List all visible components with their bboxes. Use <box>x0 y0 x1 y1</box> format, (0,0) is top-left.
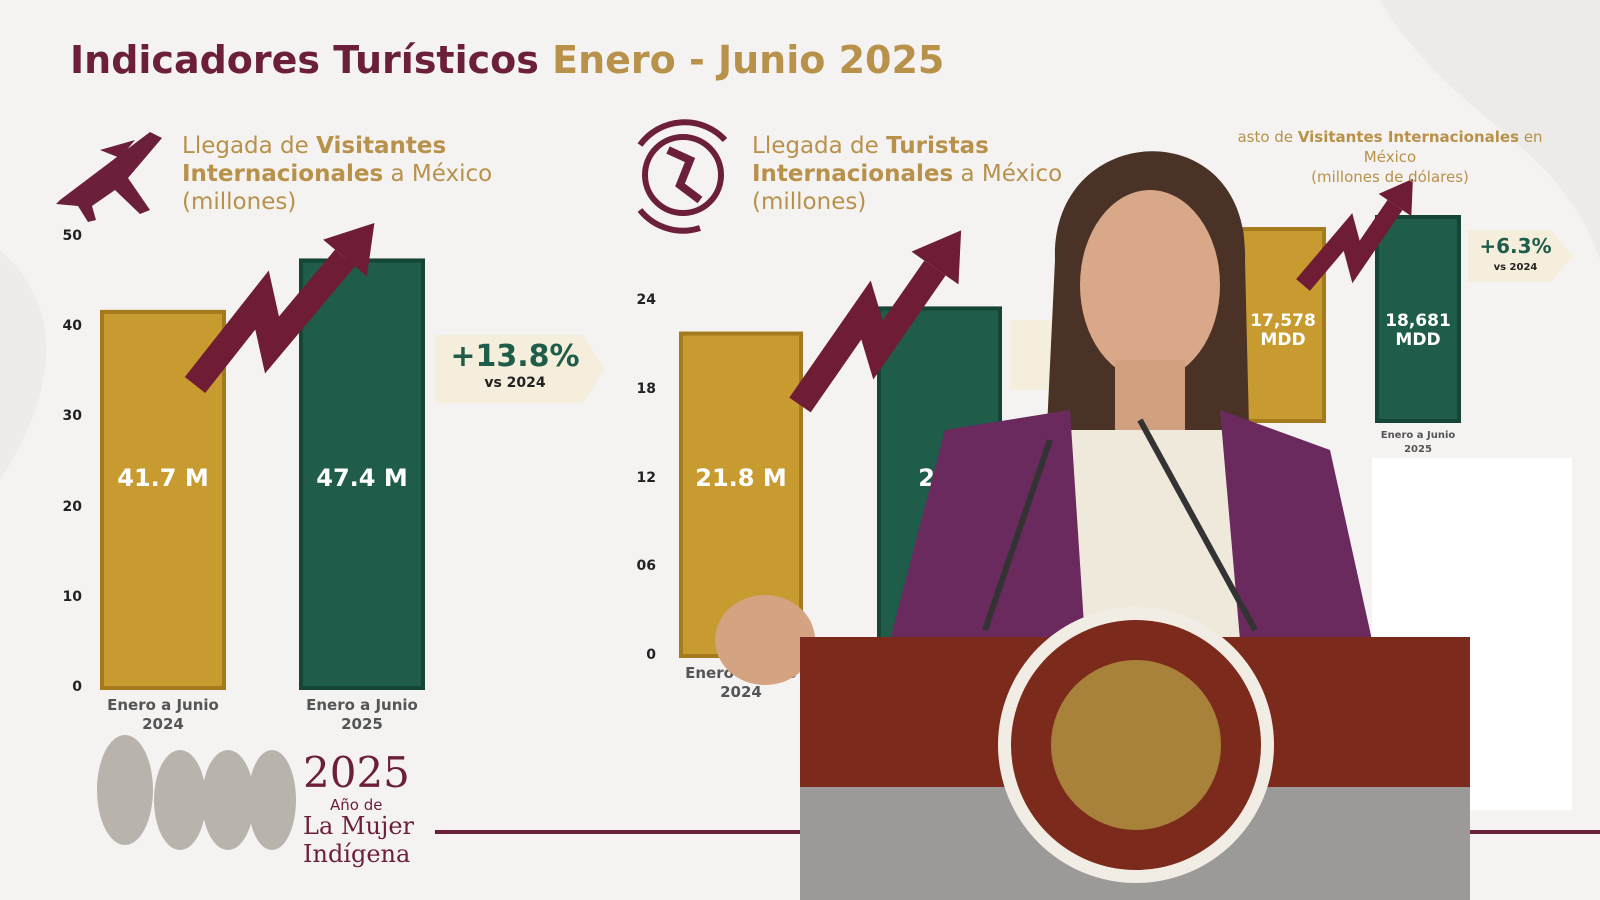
y-tick-label: 40 <box>62 318 82 335</box>
bar <box>1240 227 1326 423</box>
y-tick-label: 50 <box>62 228 82 244</box>
value-label: 47.4 M <box>316 464 408 492</box>
x-tick-label: Enero a Junio 2025 <box>306 696 418 733</box>
y-tick-label: 20 <box>62 498 82 515</box>
title-part: Turistas <box>886 133 989 159</box>
sweater <box>1060 430 1250 640</box>
x-tick-label: Enero a Junio 2025 <box>1380 430 1456 455</box>
bg-swirl <box>0 250 47 480</box>
y-tick-label: 0 <box>72 679 82 695</box>
page-title: Indicadores Turísticos Enero - Junio 202… <box>70 38 944 82</box>
seal-eagle <box>1051 660 1221 830</box>
trend-arrow-head <box>1378 178 1413 217</box>
annotation-sub: vs 2024 <box>484 375 546 391</box>
chart-title: Llegada de Turistas Internacionales a Méx… <box>752 132 1062 216</box>
jacket <box>1220 410 1372 640</box>
neck <box>1115 360 1185 440</box>
chart-title: Llegada de Visitantes Internacionales a M… <box>182 132 492 216</box>
microphone <box>982 439 1053 631</box>
y-tick-label: 12 <box>636 469 656 486</box>
y-tick-label: 0 <box>646 647 656 663</box>
y-tick-label: 24 <box>636 292 656 308</box>
annotation-box <box>1468 230 1573 282</box>
title-part: a México <box>390 161 493 187</box>
chart-subtitle: (millones) <box>752 189 867 215</box>
title-part: Internacionales <box>182 161 384 187</box>
globe-icon <box>637 119 728 234</box>
annotation: +13.8% <box>450 339 580 374</box>
title-part: Visitantes Internacionales <box>1297 128 1520 146</box>
title-part: Llegada de <box>182 133 309 159</box>
jacket <box>890 410 1085 640</box>
face <box>1080 190 1220 380</box>
title-main: Indicadores Turísticos <box>70 38 539 82</box>
title-part: asto de <box>1237 128 1294 146</box>
annotation: +6.3% <box>1479 234 1552 258</box>
microphone <box>1137 418 1258 632</box>
bg-swirl <box>1380 0 1600 260</box>
trend-arrow <box>789 260 946 413</box>
footer-year: 2025 <box>303 748 410 797</box>
trend-arrow <box>184 249 355 394</box>
annotation-sub: vs 2024 <box>1493 262 1538 273</box>
y-tick-label: 06 <box>636 558 656 575</box>
title-part: en México <box>1363 128 1543 166</box>
title-part: Visitantes <box>316 133 447 159</box>
trend-arrow-head <box>911 230 962 285</box>
plane-icon <box>56 132 162 222</box>
y-tick-label: 18 <box>636 380 656 397</box>
value-label: 17,578 MDD <box>1250 311 1316 350</box>
women-illustration <box>97 735 296 850</box>
hand <box>715 595 815 685</box>
value-label: 21.8 M <box>695 464 787 492</box>
y-tick-label: 30 <box>62 408 82 425</box>
footer-line: La Mujer <box>303 812 415 840</box>
chart-subtitle: (millones) <box>182 189 297 215</box>
title-part: Llegada de <box>752 133 879 159</box>
trend-arrow-head <box>323 222 375 277</box>
bar <box>1375 215 1461 423</box>
title-period: Enero - Junio 2025 <box>552 38 945 82</box>
title-part: a México <box>960 161 1063 187</box>
value-label: 41.7 M <box>117 464 209 492</box>
trend-arrow <box>1296 199 1403 291</box>
bar <box>299 258 425 690</box>
chart-subtitle: (millones de dólares) <box>1311 168 1469 186</box>
x-tick-label: Enero a Junio 2024 <box>107 696 219 733</box>
title-part: Internacionales <box>752 161 954 187</box>
chart-title: asto de Visitantes Internacionales en Mé… <box>1210 127 1570 187</box>
annotation-box <box>435 335 605 403</box>
value-label: 18,681 MDD <box>1385 311 1451 350</box>
footer-line: Indígena <box>303 840 411 868</box>
y-tick-label: 10 <box>62 588 82 605</box>
footer-line: Año de <box>330 796 383 814</box>
